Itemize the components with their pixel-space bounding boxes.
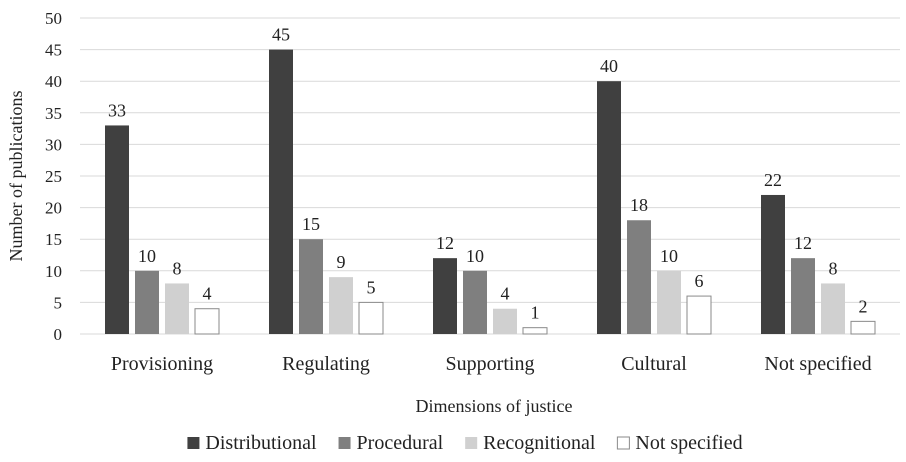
x-category-label: Cultural [621,353,687,375]
data-label: 9 [337,252,346,272]
legend-swatch [616,436,630,450]
data-label: 5 [367,277,376,297]
legend-item: Procedural [338,432,444,454]
y-tick-label: 40 [45,72,62,91]
data-label: 40 [600,56,618,76]
legend-label: Not specified [635,432,742,454]
y-axis-title: Number of publications [6,91,26,262]
data-label: 8 [173,258,182,278]
x-category-label: Supporting [446,353,535,375]
data-label: 12 [794,233,812,253]
data-label: 4 [501,284,510,304]
y-tick-label: 5 [54,293,63,312]
data-label: 10 [138,246,156,266]
data-label: 4 [203,284,212,304]
data-label: 33 [108,100,126,120]
data-label: 10 [660,246,678,266]
data-label: 12 [436,233,454,253]
y-tick-label: 15 [45,230,62,249]
x-axis-categories: Provisioning Regulating Supporting Cultural… [111,353,872,375]
data-label: 45 [272,25,290,45]
bar [165,283,189,334]
bar [269,49,293,334]
legend-swatch [338,437,351,449]
legend: Distributional Procedural Recognitional Not… [187,432,743,454]
bar [194,308,220,335]
bar [850,320,876,335]
y-axis-ticks: 0 5 10 15 20 25 30 35 40 45 50 [45,9,62,344]
bar [597,81,621,334]
data-label: 15 [302,214,320,234]
legend-label: Procedural [357,432,444,454]
legend-label: Recognitional [483,432,596,454]
data-label: 1 [531,303,540,323]
legend-item: Distributional [187,432,317,454]
data-label: 6 [695,271,704,291]
data-label: 2 [859,296,868,316]
y-tick-label: 20 [45,199,62,218]
y-tick-label: 50 [45,9,62,28]
legend-swatch [187,437,200,449]
legend-label: Distributional [205,432,317,454]
bar [463,270,487,334]
data-label: 8 [829,258,838,278]
gridlines [80,17,900,335]
legend-item: Recognitional [465,432,596,454]
x-category-label: Provisioning [111,353,213,375]
x-axis-title: Dimensions of justice [416,396,573,416]
data-label: 18 [630,195,648,215]
bar [821,283,845,334]
bar [761,194,785,334]
data-label: 22 [764,170,782,190]
y-tick-label: 0 [54,325,63,344]
bar [657,270,681,334]
bar [627,220,651,334]
bar [358,301,384,335]
bar [105,125,129,334]
bar [433,258,457,334]
y-tick-label: 45 [45,41,62,60]
bar [299,239,323,334]
y-tick-label: 35 [45,104,62,123]
y-tick-label: 10 [45,262,62,281]
x-category-label: Not specified [764,353,871,375]
legend-item: Not specified [616,432,743,454]
bar [791,258,815,334]
bar [493,308,517,334]
y-tick-label: 30 [45,135,62,154]
bar [135,270,159,334]
data-labels: 33 10 8 4 45 15 9 5 12 10 4 1 40 18 10 6 22 12 8 2 [108,25,868,323]
bar [686,295,712,335]
legend-swatch [465,437,478,449]
bars [105,49,876,335]
x-category-label: Regulating [282,353,370,375]
y-tick-label: 25 [45,167,62,186]
data-label: 10 [466,246,484,266]
bar [329,277,353,334]
bar [522,327,548,335]
